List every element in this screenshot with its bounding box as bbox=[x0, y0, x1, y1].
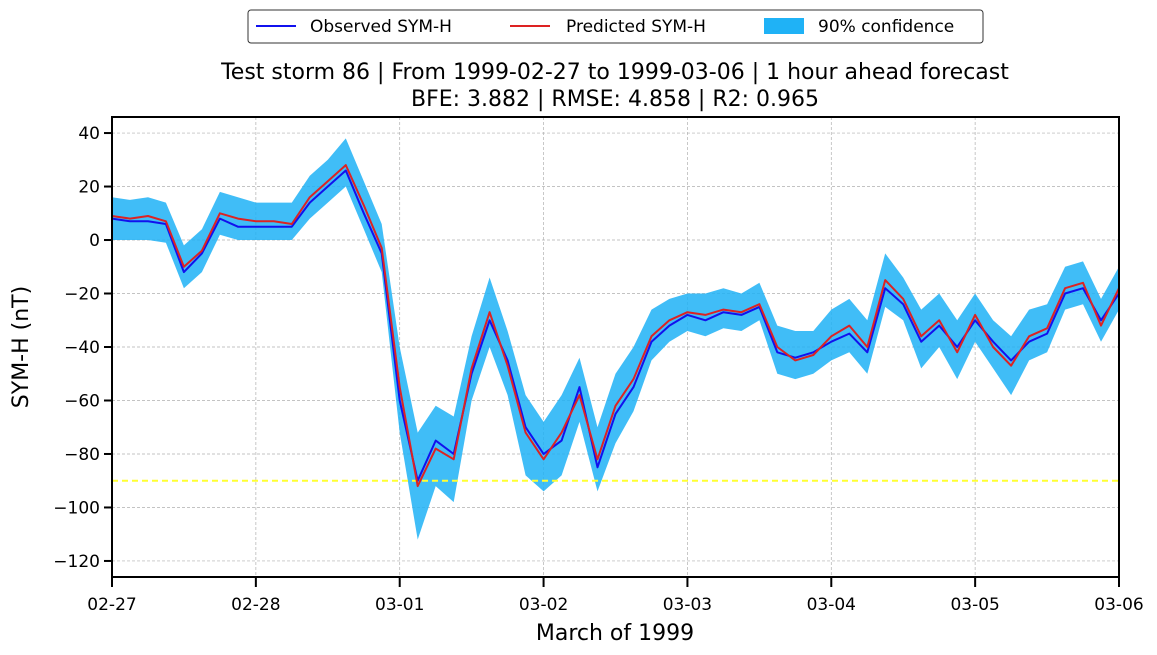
legend-label-observed: Observed SYM-H bbox=[310, 17, 452, 37]
predicted-series-line bbox=[111, 164, 1120, 488]
x-tick-label: 03-04 bbox=[807, 595, 856, 615]
confidence-band-layer bbox=[112, 138, 1119, 540]
y-tick-label: 40 bbox=[78, 124, 100, 144]
y-axis: 40 20 0 −20 −40 −60 −80 −100 −120 bbox=[53, 124, 112, 572]
y-tick-label: 0 bbox=[89, 231, 100, 251]
y-tick-label: −100 bbox=[53, 498, 100, 518]
x-tick-label: 03-01 bbox=[375, 595, 424, 615]
legend-swatch-confidence bbox=[764, 18, 804, 34]
chart-subtitle: BFE: 3.882 | RMSE: 4.858 | R2: 0.965 bbox=[411, 87, 819, 112]
x-tick-label: 03-05 bbox=[950, 595, 999, 615]
y-tick-label: −60 bbox=[64, 391, 100, 411]
chart-title: Test storm 86 | From 1999-02-27 to 1999-… bbox=[220, 60, 1009, 85]
confidence-band bbox=[112, 138, 1119, 540]
x-tick-label: 02-27 bbox=[87, 595, 136, 615]
legend-label-predicted: Predicted SYM-H bbox=[566, 17, 706, 37]
x-tick-label: 03-06 bbox=[1094, 595, 1143, 615]
legend-label-confidence: 90% confidence bbox=[818, 17, 954, 37]
x-axis: 02-27 02-28 03-01 03-02 03-03 03-04 03-05 03-06 bbox=[87, 577, 1144, 615]
y-tick-label: −20 bbox=[64, 285, 100, 305]
x-tick-label: 02-28 bbox=[231, 595, 280, 615]
y-tick-label: −120 bbox=[53, 552, 100, 572]
y-tick-label: −80 bbox=[64, 445, 100, 465]
series-layer bbox=[111, 164, 1120, 488]
y-tick-label: −40 bbox=[64, 338, 100, 358]
x-tick-label: 03-03 bbox=[663, 595, 712, 615]
y-tick-label: 20 bbox=[78, 178, 100, 198]
x-tick-label: 03-02 bbox=[519, 595, 568, 615]
y-axis-title: SYM-H (nT) bbox=[9, 286, 34, 408]
x-axis-title: March of 1999 bbox=[536, 621, 694, 646]
legend: Observed SYM-H Predicted SYM-H 90% confi… bbox=[247, 9, 984, 44]
